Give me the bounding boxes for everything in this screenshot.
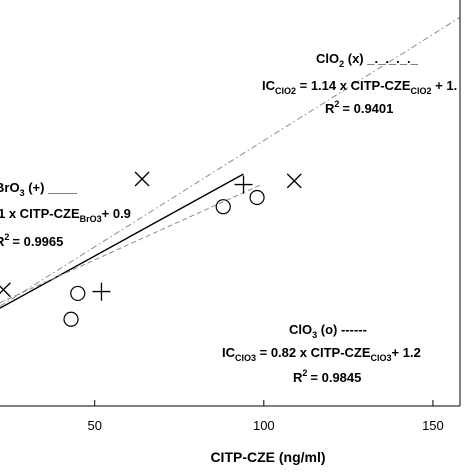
annotation-bro3: BrO3 (+) ____ 1 x CITP-CZEBrO3+ 0.9 R2= … — [0, 180, 131, 249]
x-ticks: 50 100 150 — [87, 400, 444, 433]
x-tick-label: 50 — [87, 418, 101, 433]
x-tick-label: 100 — [253, 418, 275, 433]
clo2-legend-title: ClO2 (x) _._._._._ — [316, 51, 419, 69]
clo3-legend-title: ClO3 (o) ------ — [289, 322, 367, 340]
x-axis-label: CITP-CZE (ng/ml) — [210, 449, 325, 465]
bro3-r2: R2= 0.9965 — [0, 232, 63, 249]
point-circle — [70, 285, 86, 302]
x-tick-label: 150 — [422, 418, 444, 433]
bro3-equation: 1 x CITP-CZEBrO3+ 0.9 — [0, 206, 131, 224]
point-circle — [249, 189, 265, 206]
point-plus — [92, 282, 111, 301]
clo2-equation: ICClO2 = 1.14 x CITP-CZEClO2 + 1. — [262, 78, 457, 96]
point-x — [286, 173, 302, 189]
bro3-legend-title: BrO3 (+) ____ — [0, 180, 78, 198]
clo3-equation: ICClO3 = 0.82 x CITP-CZEClO3+ 1.2 — [222, 345, 421, 363]
point-x — [0, 282, 11, 298]
annotation-clo3: ClO3 (o) ------ ICClO3 = 0.82 x CITP-CZE… — [222, 322, 421, 385]
point-circle — [215, 199, 231, 215]
point-plus — [234, 175, 253, 194]
fit-line-dashdot — [0, 16, 461, 307]
plot-frame — [0, 0, 461, 407]
point-x — [134, 171, 150, 187]
fit-lines — [0, 16, 461, 309]
annotation-clo2: ClO2 (x) _._._._._ ICClO2 = 1.14 x CITP-… — [262, 51, 457, 116]
clo2-r2: R2 = 0.9401 — [325, 99, 393, 116]
clo3-r2: R2 = 0.9845 — [293, 368, 361, 385]
point-circle — [63, 311, 79, 327]
data-points — [0, 171, 302, 327]
fit-line-solid — [0, 173, 244, 309]
